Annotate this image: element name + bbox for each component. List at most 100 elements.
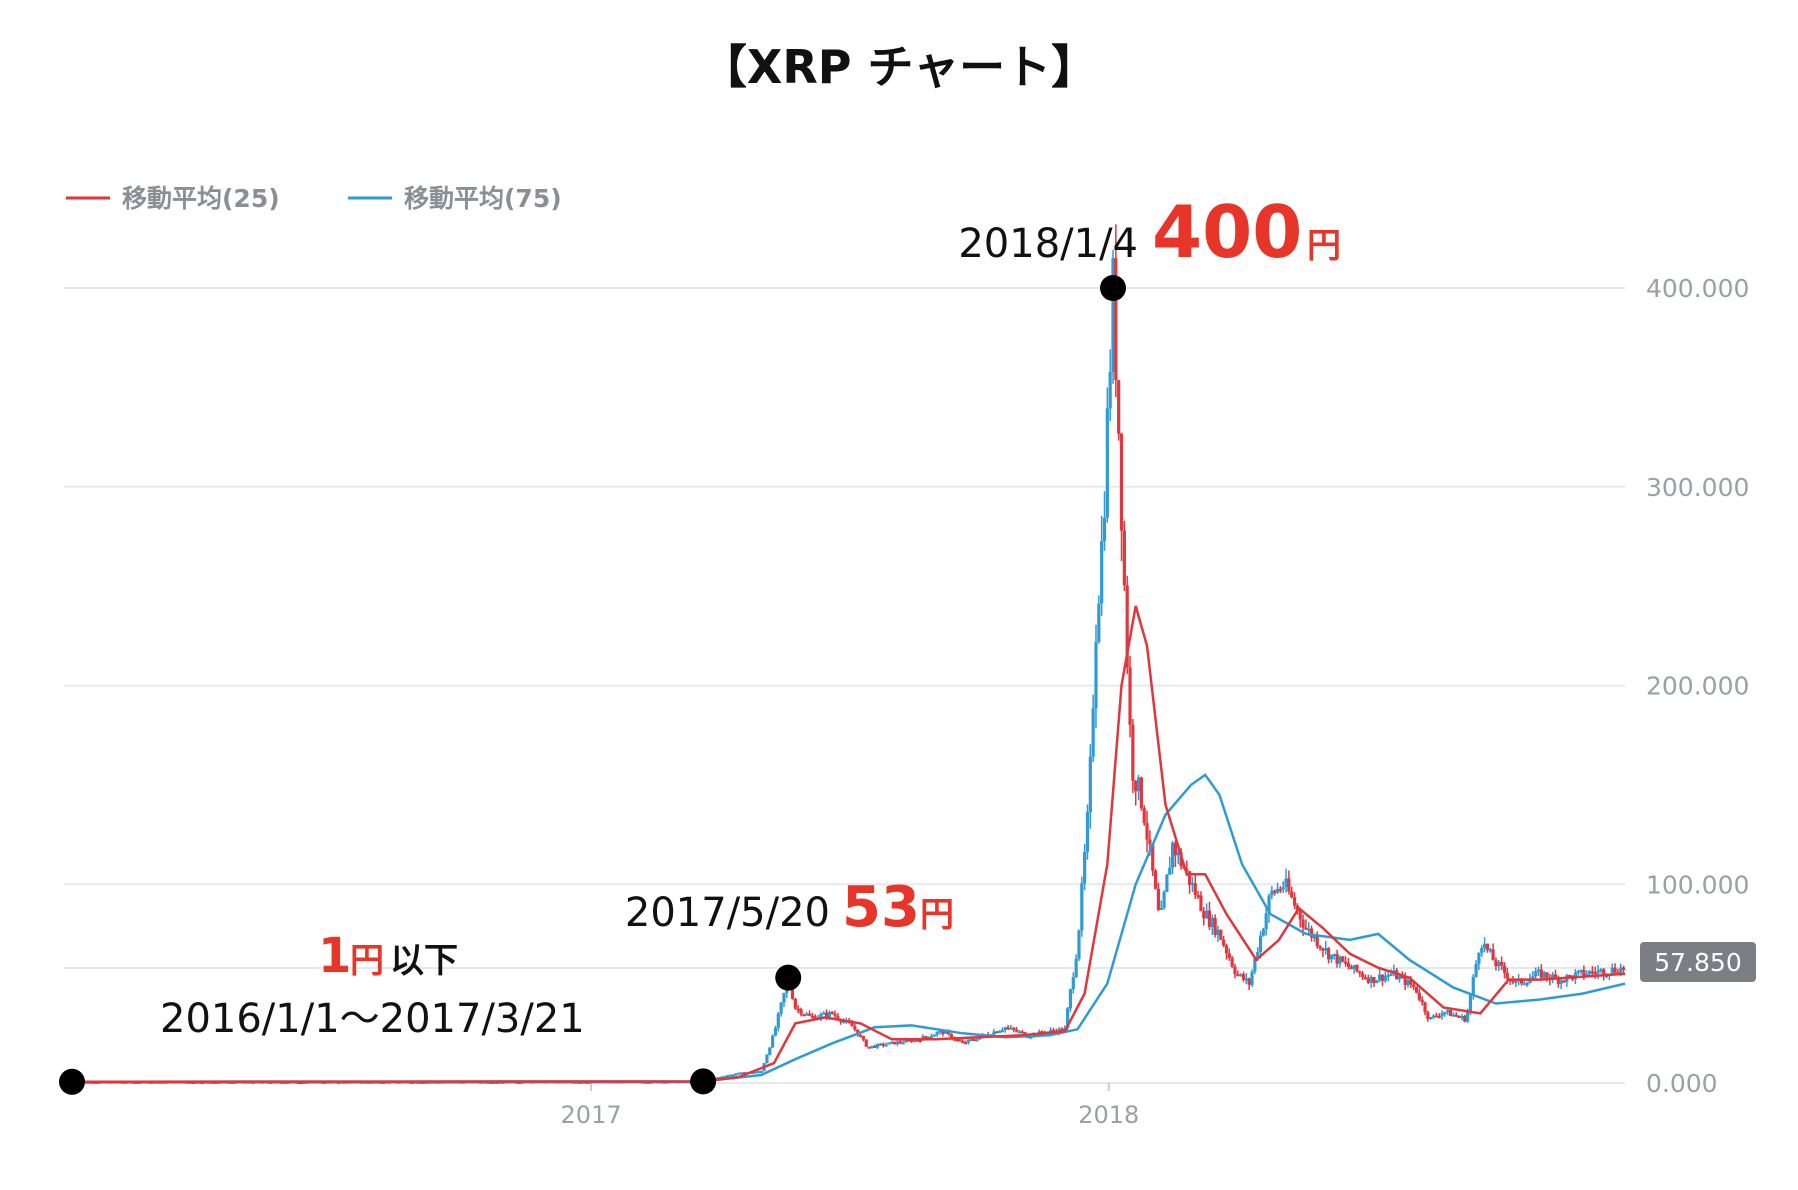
candle-body — [1426, 1012, 1430, 1019]
candle-body — [1156, 888, 1160, 910]
candle-body — [1230, 958, 1234, 967]
candle-body — [1136, 777, 1141, 792]
candle-body — [1295, 905, 1299, 911]
candle-body — [215, 1081, 219, 1084]
candle-body — [1406, 979, 1410, 985]
y-tick-label: 200.000 — [1646, 672, 1749, 701]
candle-body — [1111, 258, 1115, 372]
candle-body — [1261, 929, 1265, 936]
last-price-badge-bg — [1640, 942, 1756, 982]
candle-body — [1168, 867, 1172, 875]
candle-body — [337, 1081, 341, 1084]
annotation-2017-peak: 2017/5/20 53 円 — [625, 875, 954, 940]
candle-body — [1097, 603, 1101, 642]
candle-body — [1000, 1029, 1004, 1032]
candle-body — [1281, 887, 1285, 890]
candle-body — [1256, 952, 1260, 959]
candle-body — [963, 1042, 968, 1045]
candle-body — [892, 1041, 897, 1045]
candle-body — [1389, 974, 1393, 977]
candle-body — [1468, 994, 1473, 1012]
candle-body — [1587, 971, 1592, 975]
candle-body — [912, 1039, 917, 1042]
candle-body — [1165, 874, 1169, 892]
candle-body — [1397, 976, 1402, 980]
candle-body — [941, 1030, 945, 1034]
candle-body — [490, 1081, 494, 1084]
candle-body — [1207, 910, 1212, 928]
candle-body — [1621, 967, 1626, 970]
candle-body — [1579, 969, 1583, 972]
candle-body — [1309, 928, 1314, 938]
candle-body — [759, 1071, 763, 1074]
candle-body — [1304, 927, 1308, 930]
candle-body — [1009, 1027, 1013, 1030]
candle-body — [1497, 961, 1501, 967]
candle-body — [1131, 724, 1135, 781]
candle-body — [722, 1076, 727, 1079]
candle-body — [1417, 992, 1421, 1000]
candle-body — [1006, 1027, 1010, 1030]
candle-body — [1253, 958, 1257, 972]
candle-body — [1542, 972, 1546, 978]
candle-body — [1386, 974, 1390, 977]
candle-body — [1301, 919, 1305, 928]
candle-body — [1485, 943, 1490, 950]
candle-body — [382, 1082, 386, 1085]
annotation-2016-range: 1 円 以下 2016/1/1〜2017/3/21 — [160, 928, 585, 1042]
candle-body — [495, 1081, 500, 1084]
gridlines — [64, 287, 1625, 1084]
candle-body — [850, 1022, 854, 1027]
candle-body — [756, 1071, 761, 1074]
candle-body — [771, 1035, 775, 1048]
candle-body — [1528, 978, 1532, 983]
candle-body — [1380, 974, 1385, 981]
candle-body — [1125, 585, 1129, 668]
candle-body — [822, 1012, 826, 1015]
candle-body — [297, 1082, 301, 1085]
candle-body — [1324, 948, 1328, 951]
candle-body — [1349, 966, 1353, 970]
candle-body — [1071, 977, 1075, 990]
annotation-2018-unit: 円 — [1307, 226, 1341, 266]
candle-body — [890, 1041, 894, 1044]
candle-body — [1596, 970, 1600, 974]
candle-body — [1500, 961, 1504, 966]
candle-body — [1363, 977, 1368, 980]
candle-body — [1088, 756, 1092, 813]
candle-body — [1170, 842, 1175, 868]
candle-body — [1250, 971, 1254, 985]
candle-body — [1451, 1014, 1455, 1017]
candle-body — [646, 1081, 650, 1084]
candle-body — [742, 1072, 746, 1075]
y-tick-label: 0.000 — [1646, 1069, 1718, 1098]
ma75-series-line — [71, 773, 1626, 1084]
candle-body — [1491, 949, 1495, 961]
candle-body — [805, 1013, 809, 1016]
candle-body — [927, 1036, 931, 1039]
candle-body — [1446, 1010, 1450, 1013]
candle-body — [515, 1081, 519, 1084]
candle-body — [1080, 883, 1084, 931]
candle-body — [1534, 971, 1538, 977]
candle-body — [1020, 1031, 1024, 1034]
candle-body — [1312, 936, 1316, 939]
annotation-marker-0 — [59, 1068, 85, 1095]
candle-body — [1119, 433, 1124, 531]
candle-body — [1173, 842, 1178, 856]
candle-body — [796, 1008, 800, 1011]
candle-body — [1383, 975, 1387, 981]
annotation-2018-date: 2018/1/4 — [958, 221, 1138, 267]
candle-body — [1505, 972, 1509, 979]
last-price-badge: 57.850 — [1640, 942, 1756, 982]
candle-body — [995, 1031, 999, 1034]
candle-body — [1400, 976, 1404, 979]
candle-body — [1085, 812, 1090, 852]
candle-body — [1619, 967, 1623, 974]
candle-body — [1273, 890, 1277, 893]
ma25-series-line — [71, 605, 1626, 1084]
candle-body — [858, 1035, 863, 1038]
candle-body — [1074, 958, 1078, 978]
candle-body — [1488, 949, 1492, 952]
annotation-range-suffix: 以下 — [390, 941, 458, 981]
